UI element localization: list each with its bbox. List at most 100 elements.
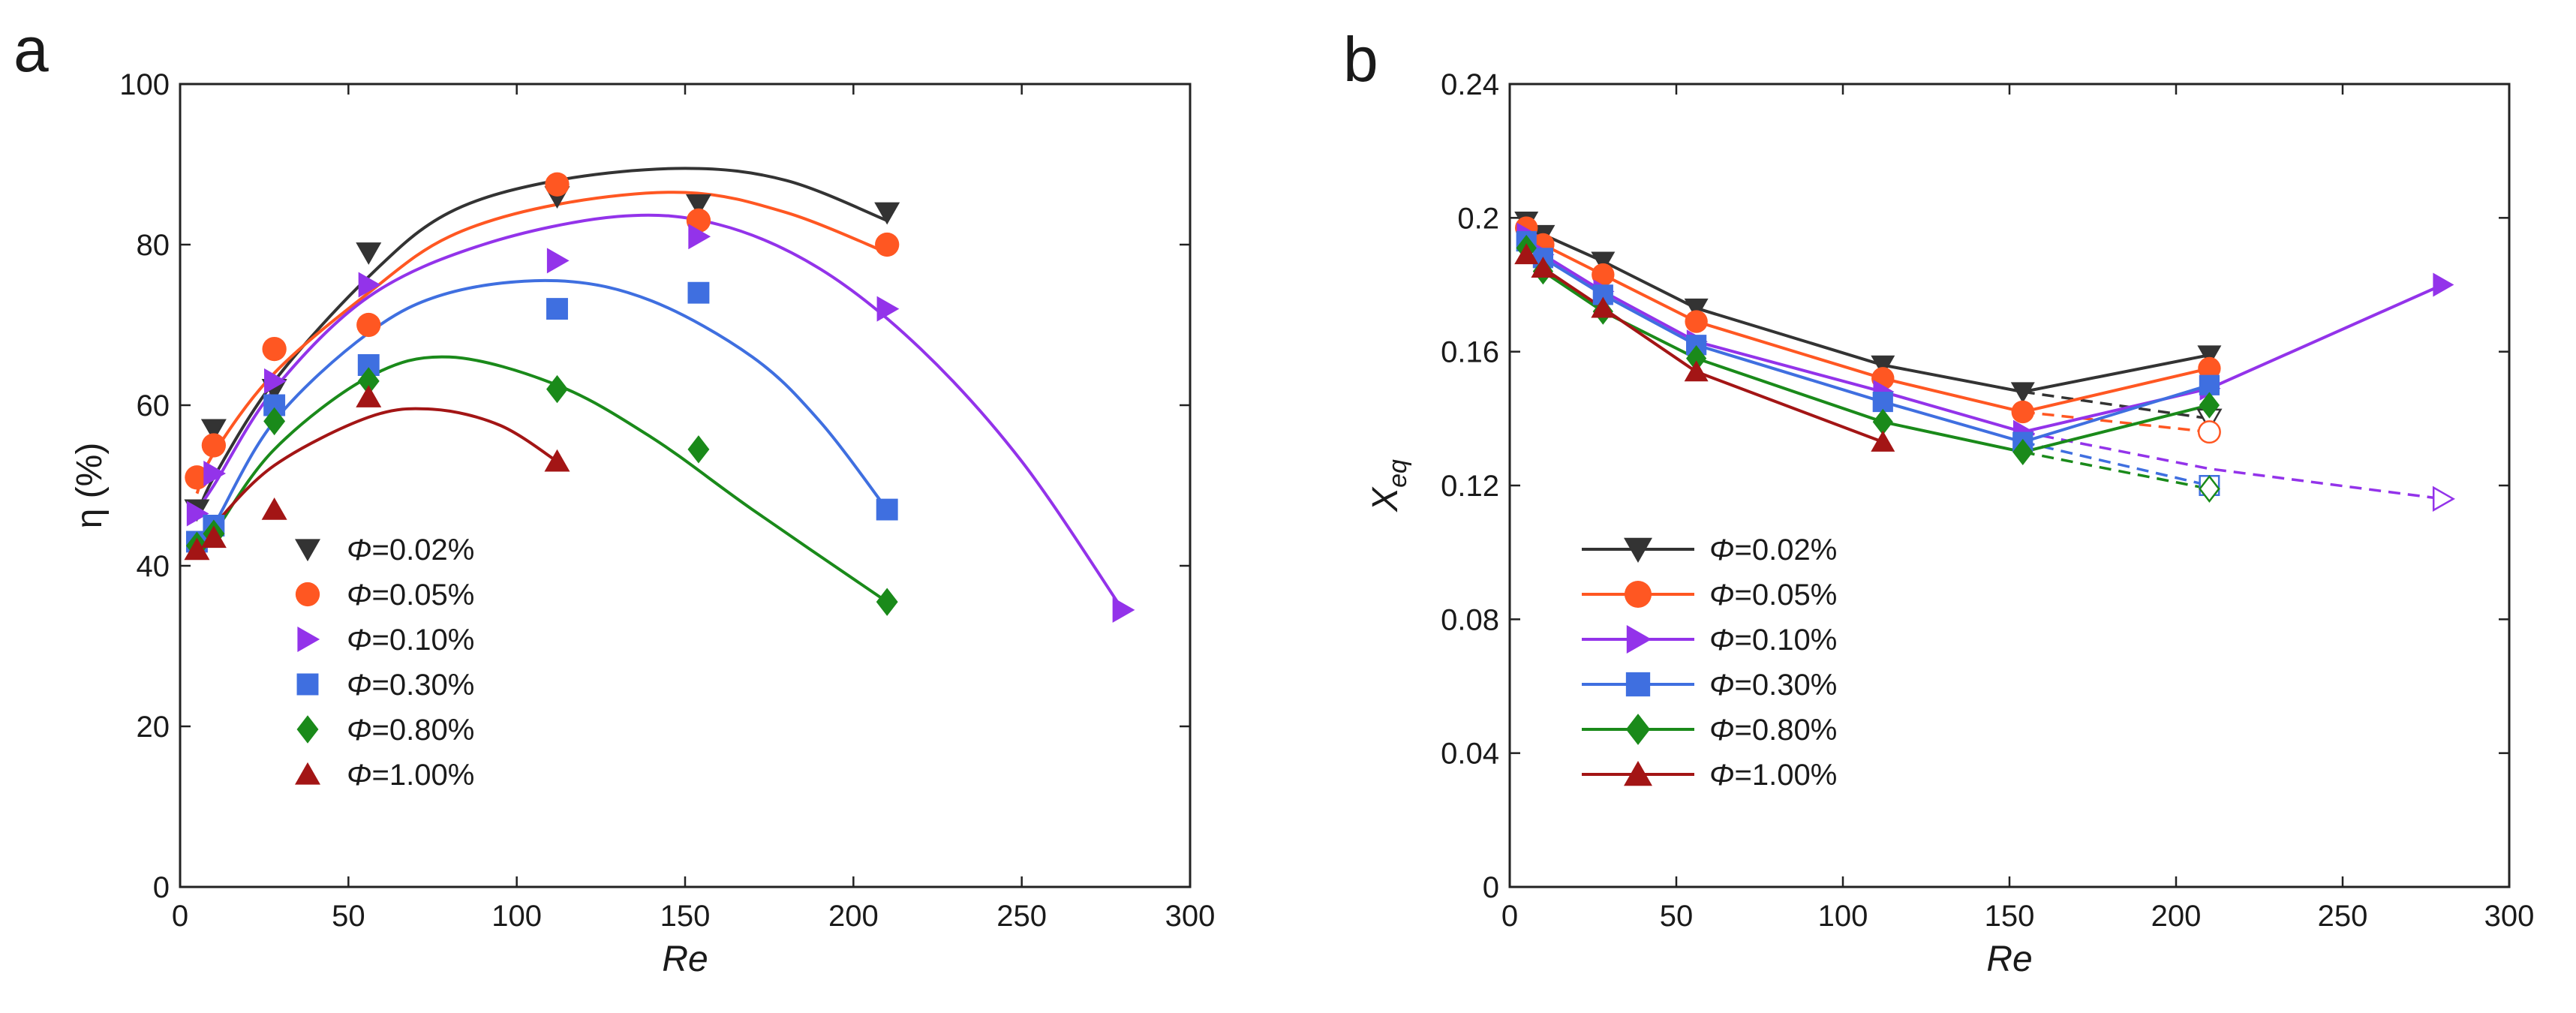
data-point — [2199, 392, 2220, 419]
fit-curve — [195, 278, 888, 551]
data-point — [1112, 597, 1135, 623]
data-point — [2011, 400, 2034, 424]
legend-label-a: Φ=0.30% — [347, 669, 474, 702]
y-axis-title-a: η (%) — [70, 443, 110, 529]
legend-item-a: Φ=0.30% — [296, 669, 474, 702]
plot-frame-b — [1508, 83, 2511, 888]
legend-label-b: Φ=1.00% — [1709, 759, 1837, 792]
hollow-data-point — [2199, 474, 2220, 503]
x-tick-label-b: 100 — [1818, 900, 1868, 933]
legend-marker-a — [296, 715, 319, 744]
data-point — [1872, 391, 1893, 413]
y-axis-title-b: Xeq — [1366, 459, 1412, 513]
legend-item-b: Φ=0.80% — [1582, 714, 1837, 747]
legend-marker-a — [295, 539, 320, 562]
x-tick-label-b: 300 — [2484, 900, 2535, 933]
chart-panel-b: 0 50 100 150 200 250 300 0 0.04 0.08 0.12 0.16 0.2 0.… — [1366, 68, 2534, 979]
data-point — [544, 449, 570, 472]
y-tick-label-a: 100 — [119, 68, 170, 101]
x-tick-label-b: 0 — [1501, 900, 1518, 933]
data-point — [200, 419, 227, 442]
data-point — [546, 298, 568, 320]
legend-item-a: Φ=0.10% — [297, 624, 474, 657]
fit-curve — [195, 167, 888, 519]
data-point — [264, 368, 287, 394]
legend-marker-b — [1624, 760, 1652, 786]
panel-label-b: b — [1343, 24, 1378, 95]
y-tick-label-b: 0.12 — [1441, 470, 1499, 503]
data-point — [1686, 344, 1707, 372]
legend-label-b: Φ=0.10% — [1709, 624, 1837, 657]
data-point — [2433, 272, 2454, 297]
legend-label-b: Φ=0.30% — [1709, 669, 1837, 702]
x-axis-title-a: Re — [662, 939, 708, 979]
legend-marker-b — [1624, 580, 1652, 609]
y-tick-label-a: 80 — [137, 229, 170, 262]
data-point — [357, 354, 380, 376]
x-tick-label-b: 50 — [1660, 900, 1694, 933]
y-tick-label-b: 0.24 — [1441, 68, 1499, 101]
x-tick-label-a: 150 — [660, 900, 711, 933]
data-point — [546, 374, 568, 404]
legend-marker-b — [1625, 714, 1651, 745]
series-line — [1525, 227, 2210, 413]
legend-marker-a — [295, 762, 320, 785]
data-point — [1591, 251, 1616, 273]
y-tick-label-b: 0.04 — [1441, 738, 1499, 771]
data-point — [261, 497, 287, 520]
legend-item-a: Φ=0.80% — [296, 714, 474, 747]
legend-marker-b — [1625, 672, 1651, 697]
data-point — [203, 460, 227, 486]
fit-curve — [195, 355, 888, 603]
data-point — [262, 336, 287, 362]
x-tick-label-a: 50 — [332, 900, 365, 933]
x-tick-label-a: 300 — [1165, 900, 1216, 933]
legend-item-a: Φ=1.00% — [295, 759, 474, 792]
hollow-data-point — [2197, 420, 2221, 444]
data-point — [1531, 257, 1556, 278]
data-point — [546, 248, 570, 274]
legend-label-a: Φ=0.80% — [347, 714, 474, 747]
legend-item-a: Φ=0.05% — [295, 579, 474, 612]
x-tick-label-a: 200 — [828, 900, 879, 933]
y-tick-label-b: 0.08 — [1441, 603, 1499, 636]
hollow-data-point — [2432, 485, 2455, 512]
data-point — [545, 172, 570, 197]
fit-curve — [195, 191, 888, 494]
data-point — [356, 242, 382, 265]
legend-label-b: Φ=0.80% — [1709, 714, 1837, 747]
data-point — [1686, 335, 1707, 356]
x-tick-label-b: 200 — [2151, 900, 2202, 933]
y-tick-label-a: 40 — [137, 550, 170, 583]
x-tick-label-a: 250 — [996, 900, 1047, 933]
dashed-extension-line — [2022, 440, 2210, 487]
data-point — [1685, 310, 1708, 333]
y-tick-label-b: 0 — [1483, 871, 1499, 904]
y-tick-label-b: 0.2 — [1457, 202, 1499, 235]
data-point — [1684, 360, 1709, 382]
data-point — [1871, 355, 1895, 377]
data-point — [184, 537, 210, 561]
data-point — [186, 500, 209, 527]
data-point — [1592, 263, 1615, 287]
data-point — [876, 296, 900, 322]
x-tick-label-b: 250 — [2318, 900, 2368, 933]
data-point — [1684, 298, 1709, 320]
data-point — [2012, 438, 2033, 466]
legend-label-b: Φ=0.02% — [1709, 534, 1837, 567]
data-point — [185, 465, 209, 490]
data-point — [688, 224, 711, 250]
x-axis-title-b: Re — [1986, 939, 2032, 979]
panel-label-a: a — [14, 14, 49, 85]
legend-label-a: Φ=0.10% — [347, 624, 474, 657]
dashed-extension-line — [2022, 430, 2443, 500]
data-point — [356, 385, 382, 407]
legend-marker-b — [1624, 537, 1652, 564]
x-tick-label-a: 0 — [172, 900, 188, 933]
dashed-extension-line — [2022, 450, 2210, 491]
legend-marker-a — [295, 582, 320, 607]
legend-item-b: Φ=0.02% — [1582, 534, 1837, 567]
data-point — [357, 367, 380, 395]
data-point — [1592, 284, 1613, 305]
